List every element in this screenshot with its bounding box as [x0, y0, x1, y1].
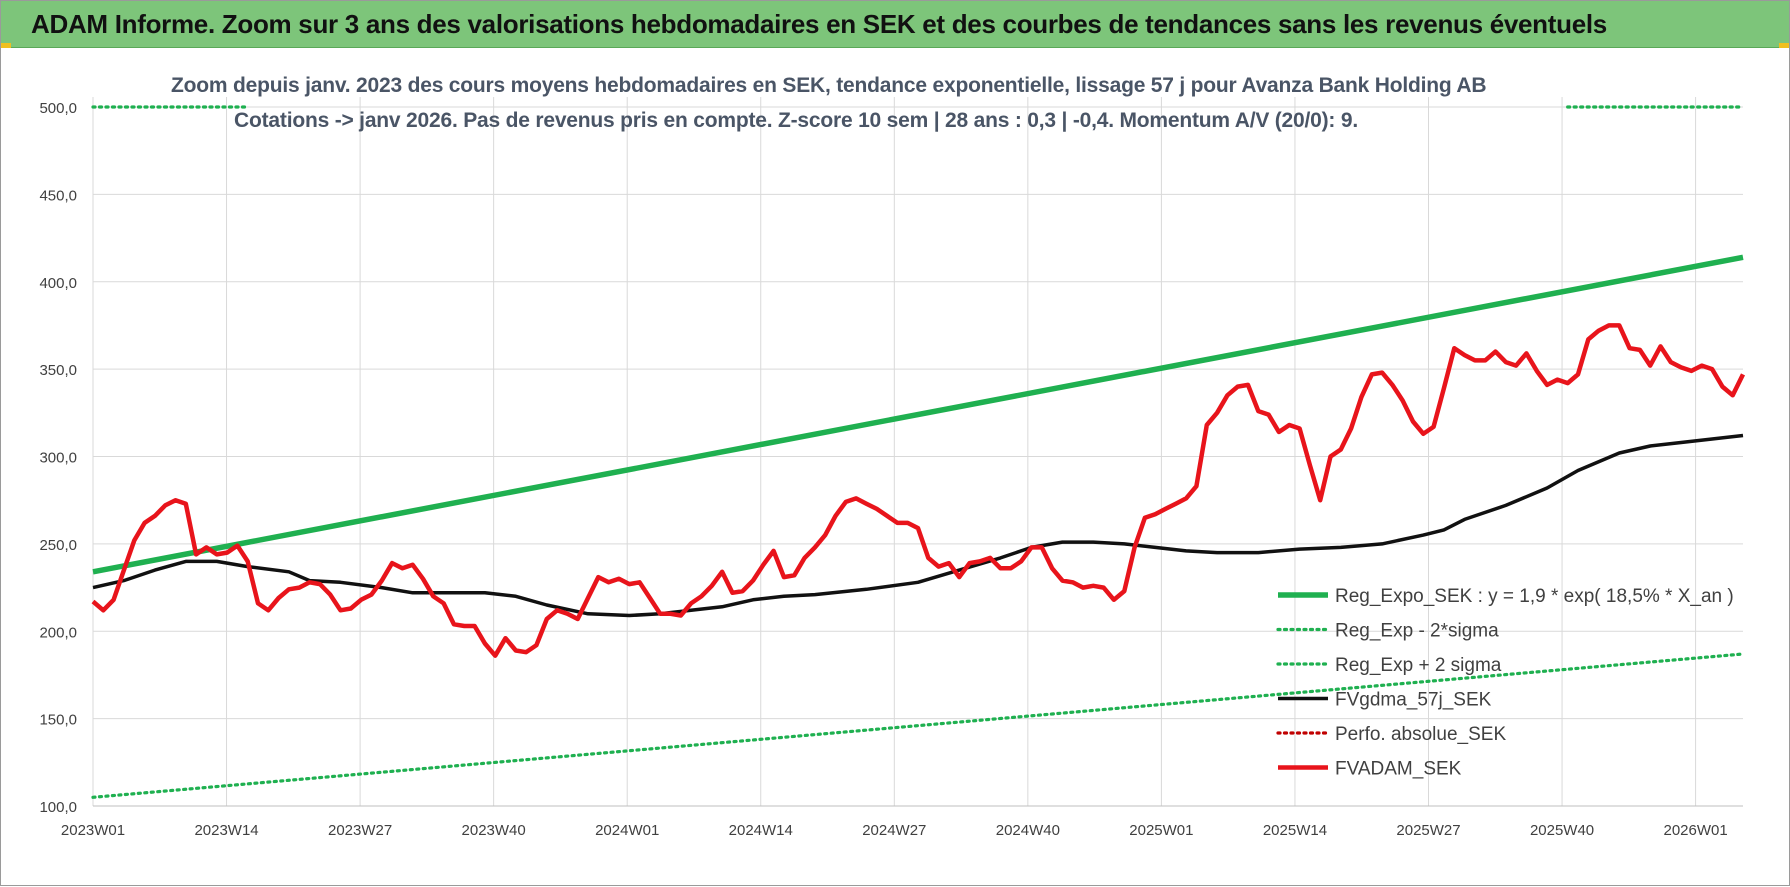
- y-tick-label: 300,0: [39, 450, 77, 467]
- series-line-1: [91, 652, 1745, 799]
- x-tick-label: 2023W14: [194, 822, 258, 839]
- x-tick-label: 2024W01: [595, 822, 659, 839]
- x-tick-label: 2023W40: [462, 822, 526, 839]
- legend-label: FVADAM_SEK: [1335, 759, 1462, 780]
- x-tick-label: 2024W40: [996, 822, 1060, 839]
- series-line-0: [92, 254, 1744, 575]
- x-tick-label: 2025W14: [1263, 822, 1327, 839]
- x-tick-label: 2025W27: [1396, 822, 1460, 839]
- x-tick-label: 2023W27: [328, 822, 392, 839]
- x-tick-label: 2023W01: [61, 822, 125, 839]
- series-line-5: [91, 323, 1746, 658]
- y-tick-label: 100,0: [39, 799, 77, 816]
- y-tick-label: 250,0: [39, 537, 77, 554]
- y-tick-label: 150,0: [39, 712, 77, 729]
- x-tick-label: 2025W40: [1530, 822, 1594, 839]
- chart-subtitle: Cotations -> janv 2026. Pas de revenus p…: [234, 109, 1358, 132]
- legend-label: Reg_Exp - 2*sigma: [1335, 621, 1499, 642]
- x-tick-label: 2026W01: [1663, 822, 1727, 839]
- legend-label: Perfo. absolue_SEK: [1335, 724, 1506, 745]
- y-tick-label: 500,0: [39, 100, 77, 117]
- series-line-3: [92, 433, 1744, 618]
- y-tick-label: 450,0: [39, 187, 77, 204]
- x-tick-label: 2025W01: [1129, 822, 1193, 839]
- y-tick-label: 350,0: [39, 362, 77, 379]
- legend-label: Reg_Exp + 2 sigma: [1335, 655, 1502, 676]
- legend-label: FVgdma_57j_SEK: [1335, 690, 1492, 711]
- x-tick-label: 2024W27: [862, 822, 926, 839]
- y-tick-label: 200,0: [39, 624, 77, 641]
- x-tick-label: 2024W14: [729, 822, 793, 839]
- corner-marker-right: [1779, 43, 1789, 48]
- legend-label: Reg_Expo_SEK : y = 1,9 * exp( 18,5% * X_…: [1335, 586, 1734, 607]
- banner: ADAM Informe. Zoom sur 3 ans des valoris…: [1, 1, 1789, 48]
- y-tick-label: 400,0: [39, 275, 77, 292]
- chart-title: Zoom depuis janv. 2023 des cours moyens …: [171, 74, 1487, 97]
- corner-marker-left: [1, 43, 11, 48]
- banner-title: ADAM Informe. Zoom sur 3 ans des valoris…: [31, 8, 1607, 39]
